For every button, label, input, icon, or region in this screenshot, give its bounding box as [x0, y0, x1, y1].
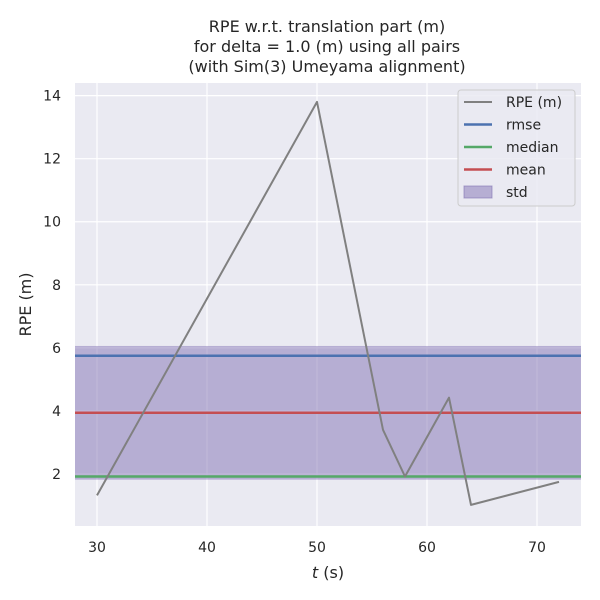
- x-axis-label: t (s): [312, 563, 344, 582]
- legend: RPE (m) rmse median mean std: [457, 89, 576, 207]
- stat-lines-layer: [75, 354, 581, 478]
- legend-median-label: median: [506, 140, 558, 156]
- x-axis-label-symbol: t: [312, 563, 319, 582]
- y-tick-label: 2: [52, 467, 61, 483]
- chart-title-line: (with Sim(3) Umeyama alignment): [188, 57, 465, 76]
- y-axis-label: RPE (m): [16, 272, 35, 336]
- y-tick-label: 12: [43, 152, 61, 168]
- rpe-series-line: [96, 100, 560, 506]
- x-tick-label: 30: [88, 540, 106, 556]
- y-tick-label: 6: [52, 341, 61, 357]
- chart-title: RPE w.r.t. translation part (m)for delta…: [188, 17, 465, 76]
- x-tick-label: 60: [418, 540, 436, 556]
- x-axis-label-unit: (s): [318, 563, 344, 582]
- legend-rmse-label: rmse: [506, 118, 541, 134]
- y-tick-label: 4: [52, 404, 61, 420]
- y-tick-labels: 2 4 6 8 10 12 14: [43, 89, 61, 483]
- chart-title-line: for delta = 1.0 (m) using all pairs: [194, 37, 460, 56]
- y-tick-label: 14: [43, 89, 61, 105]
- x-tick-labels: 30 40 50 60 70: [88, 540, 546, 556]
- x-tick-label: 40: [198, 540, 216, 556]
- x-tick-label: 70: [528, 540, 546, 556]
- legend-frame: [457, 89, 576, 207]
- legend-rpe-label: RPE (m): [506, 95, 562, 111]
- chart-title-line: RPE w.r.t. translation part (m): [209, 17, 445, 36]
- y-tick-label: 10: [43, 215, 61, 231]
- legend-std-swatch: [463, 185, 493, 199]
- x-tick-label: 50: [308, 540, 326, 556]
- legend-mean-label: mean: [506, 163, 546, 179]
- series-layer: [96, 100, 560, 506]
- legend-std-label: std: [506, 185, 528, 201]
- y-tick-label: 8: [52, 278, 61, 294]
